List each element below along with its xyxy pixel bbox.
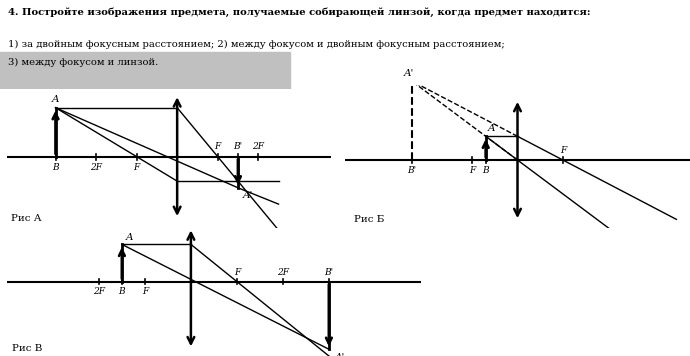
- Text: 2F: 2F: [90, 163, 102, 172]
- Text: F: F: [469, 166, 475, 175]
- Text: B: B: [482, 166, 489, 175]
- Text: F: F: [141, 287, 148, 296]
- Text: 1) за двойным фокусным расстоянием; 2) между фокусом и двойным фокусным расстоян: 1) за двойным фокусным расстоянием; 2) м…: [8, 40, 505, 49]
- Bar: [0, 52, 290, 89]
- Text: B': B': [407, 166, 416, 175]
- Text: A: A: [488, 124, 495, 133]
- Text: B: B: [119, 287, 125, 296]
- Text: Рис А: Рис А: [11, 214, 41, 224]
- Text: B': B': [233, 142, 242, 151]
- Text: Рис Б: Рис Б: [354, 215, 384, 224]
- Text: 2F: 2F: [93, 287, 105, 296]
- Text: B': B': [324, 268, 333, 277]
- Text: Рис В: Рис В: [12, 344, 42, 352]
- Text: F: F: [133, 163, 140, 172]
- Text: A': A': [335, 352, 345, 356]
- Text: 2F: 2F: [253, 142, 264, 151]
- Text: A: A: [126, 233, 133, 242]
- Text: 4. Постройте изображения предмета, получаемые собирающей линзой, когда предмет н: 4. Постройте изображения предмета, получ…: [8, 7, 591, 17]
- Text: A: A: [52, 95, 59, 104]
- Text: 3) между фокусом и линзой.: 3) между фокусом и линзой.: [8, 58, 159, 67]
- Text: F: F: [560, 146, 566, 155]
- Text: 2F: 2F: [277, 268, 289, 277]
- Text: B: B: [52, 163, 59, 172]
- Text: A': A': [404, 69, 415, 78]
- Text: F: F: [234, 268, 240, 277]
- Text: F: F: [215, 142, 221, 151]
- Text: A': A': [243, 191, 253, 200]
